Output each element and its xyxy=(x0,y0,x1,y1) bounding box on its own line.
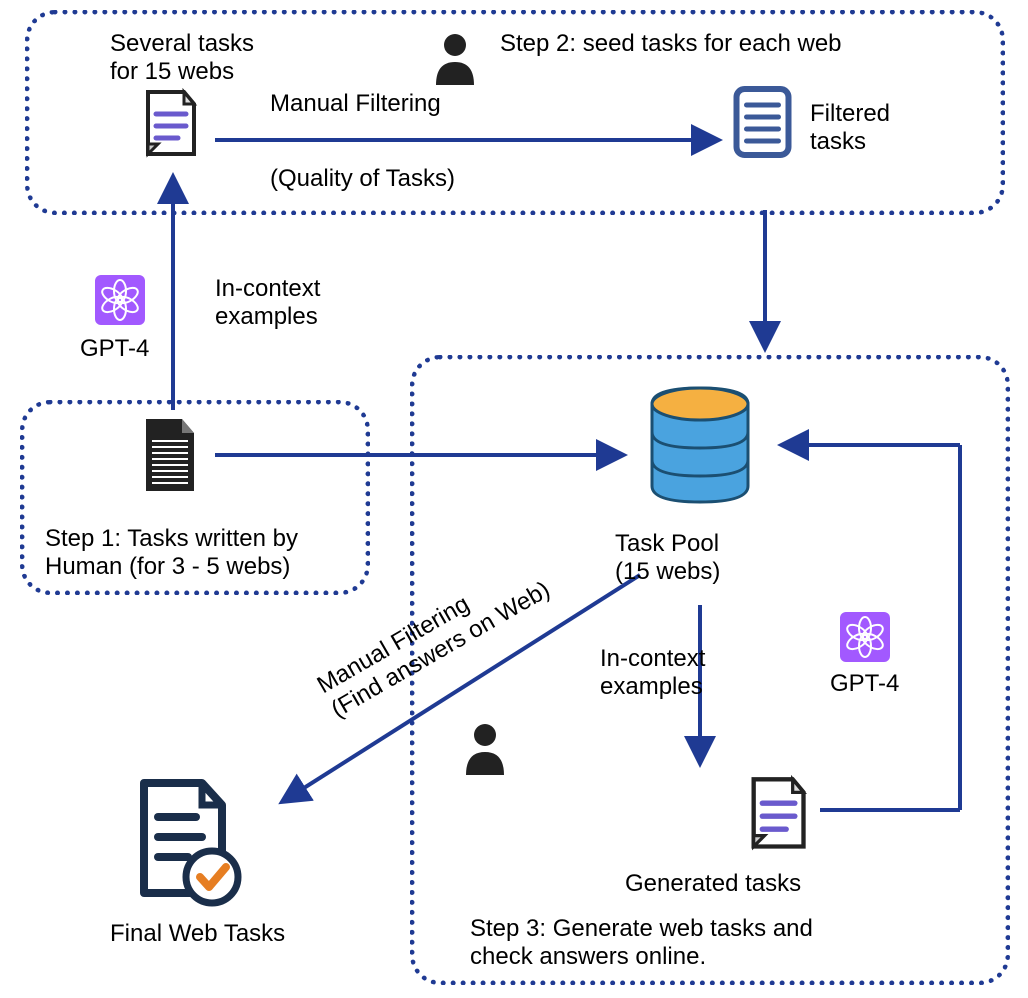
database-icon xyxy=(640,380,760,510)
label-gpt4-right: GPT-4 xyxy=(830,670,899,698)
human-tasks-document-icon xyxy=(140,415,200,495)
diagram-canvas: Several tasks for 15 webs Step 2: seed t… xyxy=(0,0,1028,998)
final-document-check-icon xyxy=(130,775,245,910)
label-incontext-right: In-context examples xyxy=(600,645,705,701)
gpt4-icon xyxy=(840,612,890,662)
label-manual-filtering-top: Manual Filtering xyxy=(270,90,441,118)
label-filtered-tasks: Filtered tasks xyxy=(810,100,890,156)
label-incontext-left: In-context examples xyxy=(215,275,320,331)
gpt4-icon xyxy=(95,275,145,325)
person-icon xyxy=(460,720,510,775)
generated-document-icon xyxy=(745,775,810,853)
label-several-tasks: Several tasks for 15 webs xyxy=(110,30,254,86)
document-icon xyxy=(140,88,200,160)
person-icon xyxy=(430,30,480,85)
label-step2-title: Step 2: seed tasks for each web xyxy=(500,30,842,58)
label-quality: (Quality of Tasks) xyxy=(270,165,455,193)
filtered-document-icon xyxy=(730,83,795,161)
label-generated-tasks: Generated tasks xyxy=(625,870,801,898)
label-gpt4-left: GPT-4 xyxy=(80,335,149,363)
label-step3: Step 3: Generate web tasks and check ans… xyxy=(470,915,813,971)
label-final-web-tasks: Final Web Tasks xyxy=(110,920,285,948)
label-task-pool: Task Pool (15 webs) xyxy=(615,530,720,586)
label-step1: Step 1: Tasks written by Human (for 3 - … xyxy=(45,525,298,581)
